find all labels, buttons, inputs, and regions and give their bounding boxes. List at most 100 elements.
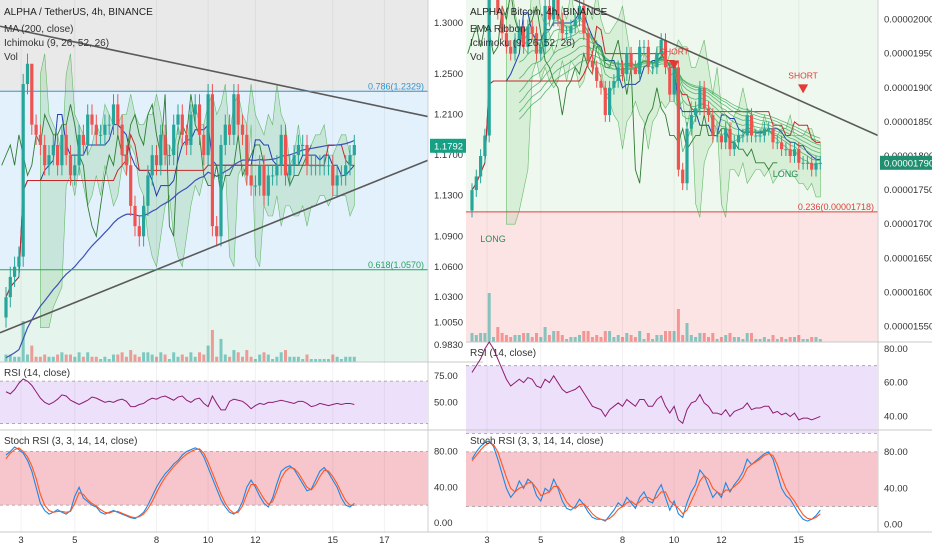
volume-bar	[526, 333, 530, 342]
candle-body	[569, 26, 573, 34]
candle-body	[262, 165, 266, 196]
candle-body	[352, 144, 356, 156]
candle-body	[788, 149, 792, 156]
candle-body	[13, 266, 17, 277]
volume-bar	[547, 335, 551, 342]
candle-body	[556, 0, 560, 20]
price-tick-label: 0.00001850	[884, 117, 932, 128]
time-tick-label: 3	[18, 535, 23, 546]
price-tick-label: 0.9830	[434, 340, 463, 351]
candle-body	[159, 134, 163, 166]
osc-tick-label: 0.00	[884, 520, 903, 531]
candle-body	[271, 175, 275, 177]
volume-bar	[137, 356, 141, 362]
candle-body	[706, 108, 711, 116]
volume-bar	[352, 356, 356, 362]
volume-bar	[707, 337, 710, 342]
volume-bar	[258, 354, 262, 362]
last-price-label: 0.00001790	[884, 158, 932, 169]
volume-bar	[284, 350, 287, 362]
time-tick-label: 15	[794, 535, 805, 546]
volume-bar	[522, 333, 526, 342]
candle-body	[784, 149, 788, 151]
candle-body	[17, 256, 21, 267]
price-tick-label: 0.00002000	[884, 15, 932, 26]
volume-bar	[487, 293, 491, 342]
right-stoch-panel: 80.00 40.00 0.00 Stoch RSI (3, 3, 14, 14, c…	[466, 436, 908, 531]
candle-body	[176, 114, 180, 125]
candle-body	[301, 144, 305, 146]
volume-bar	[223, 354, 227, 362]
candle-body	[120, 124, 124, 156]
volume-bar	[621, 337, 624, 342]
rsi-title: RSI (14, close)	[4, 368, 70, 379]
resistance-trendline	[572, 0, 879, 137]
candle-body	[90, 114, 94, 125]
candle-body	[309, 165, 313, 167]
volume-bar	[612, 337, 616, 342]
candle-body	[474, 176, 478, 191]
volume-bar	[659, 335, 663, 342]
candle-body	[215, 226, 219, 237]
volume-bar	[34, 356, 38, 362]
osc-tick-label: 40.00	[434, 482, 458, 493]
indicator-label: Ichimoku (9, 26, 52, 26)	[4, 38, 109, 49]
price-tick-label: 1.0900	[434, 231, 463, 242]
candle-body	[539, 46, 543, 54]
volume-bar	[81, 356, 85, 362]
candle-body	[737, 135, 741, 143]
right-bg-red	[466, 211, 878, 342]
volume-bar	[771, 335, 775, 342]
osc-tick-label: 0.00	[434, 518, 453, 529]
stoch-band	[466, 451, 878, 507]
price-tick-label: 1.1300	[434, 191, 463, 202]
candle-body	[253, 185, 257, 187]
volume-bar	[249, 356, 253, 362]
candle-body	[34, 124, 38, 135]
volume-bar	[496, 327, 500, 342]
candle-body	[43, 144, 47, 166]
candle-body	[801, 162, 805, 164]
volume-bar	[715, 339, 719, 342]
candle-body	[288, 165, 292, 176]
volume-bar	[314, 359, 318, 362]
candle-body	[500, 12, 504, 34]
candle-body	[711, 115, 715, 136]
candle-body	[663, 40, 668, 68]
candle-body	[219, 144, 223, 237]
rsi-band	[466, 365, 878, 434]
volume-bar	[470, 333, 474, 342]
volume-bar	[236, 352, 240, 362]
volume-bar	[193, 356, 197, 362]
candle-body	[767, 128, 771, 130]
volume-bar	[159, 352, 163, 362]
volume-bar	[103, 356, 107, 362]
volume-bar	[155, 356, 158, 362]
candle-body	[279, 134, 283, 166]
candle-body	[283, 134, 288, 176]
volume-bar	[124, 356, 128, 362]
volume-bar	[129, 350, 133, 362]
candle-body	[193, 104, 197, 115]
candle-body	[758, 135, 762, 137]
left-legend: ALPHA / TetherUS, 4h, BINANCE MA (200, cl…	[4, 7, 153, 63]
volume-bar	[810, 337, 814, 342]
osc-tick-label: 80.00	[884, 447, 908, 458]
volume-bar	[483, 333, 487, 342]
volume-bar	[698, 333, 702, 342]
price-tick-label: 0.00001700	[884, 219, 932, 230]
left-candle-panel: 0.786(1.2329) 0.618(1.0570)	[0, 0, 429, 362]
candle-body	[565, 33, 569, 35]
candle-body	[77, 134, 81, 166]
volume-bar	[728, 333, 732, 342]
candle-body	[322, 165, 326, 167]
volume-bar	[185, 356, 189, 362]
volume-bar	[142, 352, 146, 362]
volume-bar	[737, 337, 741, 342]
candle-body	[694, 108, 698, 116]
volume-bar	[47, 356, 51, 362]
fib-zone-green	[0, 269, 428, 362]
volume-bar	[603, 331, 607, 342]
volume-bar	[322, 359, 326, 362]
candle-body	[780, 142, 784, 150]
